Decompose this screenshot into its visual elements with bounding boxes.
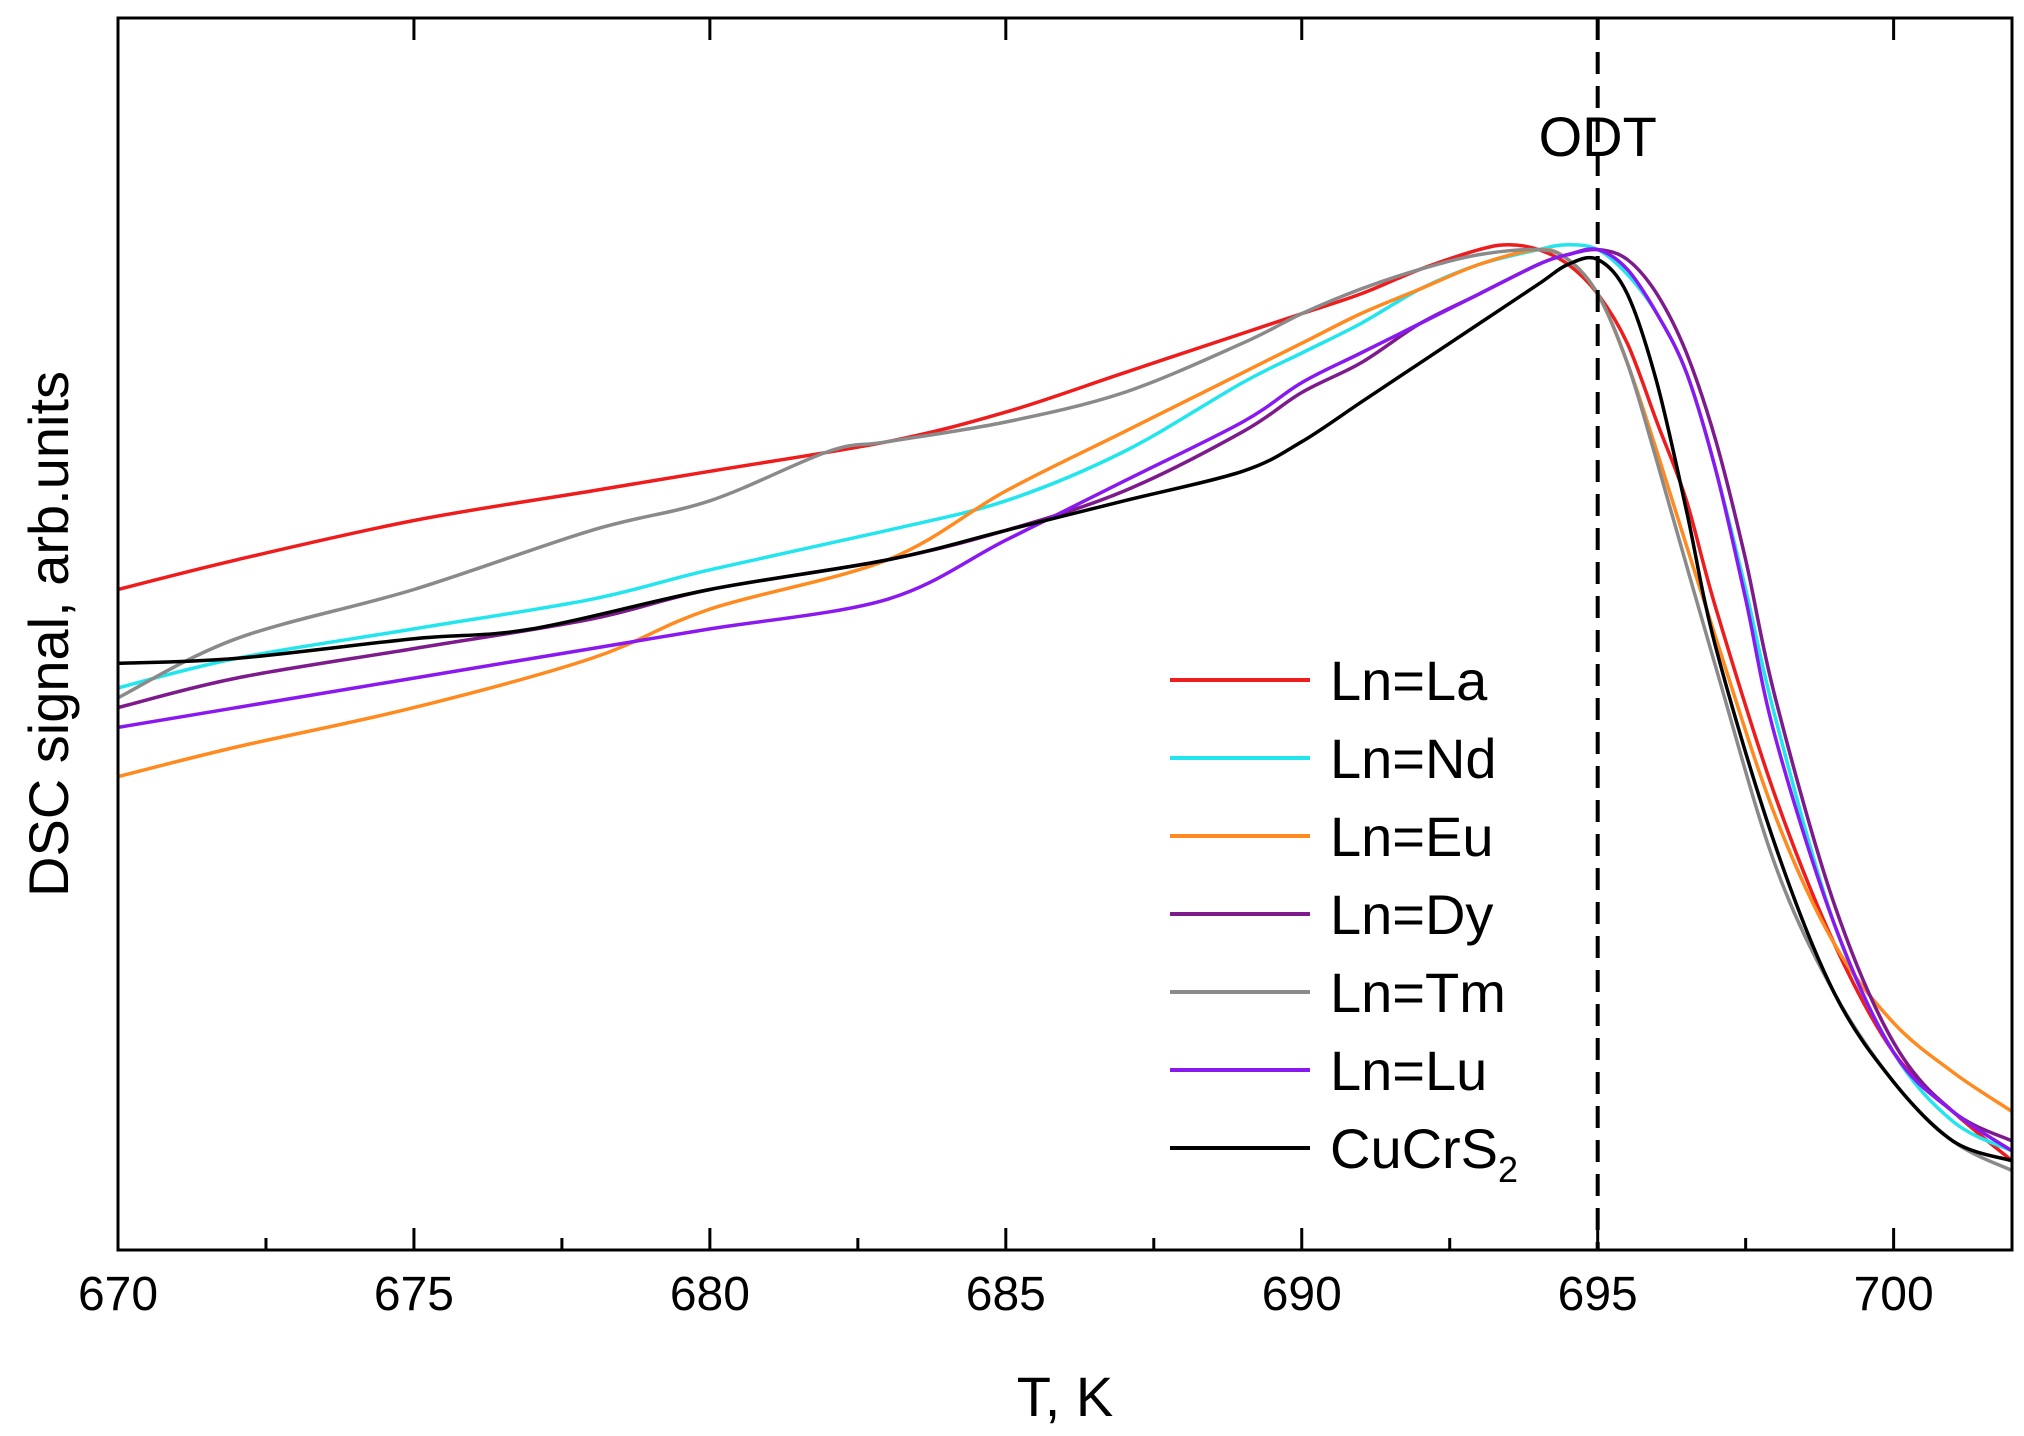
x-tick-label: 680 <box>670 1268 750 1321</box>
x-axis-ticks: 670 675 680 685 690 695 700 <box>78 18 1934 1321</box>
legend-label: Ln=Dy <box>1330 883 1493 946</box>
legend-label: Ln=Tm <box>1330 961 1506 1024</box>
series-line-4 <box>117 247 2013 1173</box>
x-tick-label: 695 <box>1558 1268 1638 1321</box>
legend-label: CuCrS2 <box>1330 1117 1518 1190</box>
series-line-5 <box>117 247 2013 1153</box>
x-tick-label: 700 <box>1854 1268 1934 1321</box>
y-axis-title: DSC signal, arb.units <box>17 371 80 897</box>
series-line-0 <box>117 242 2014 1163</box>
legend-subscript: 2 <box>1498 1149 1518 1190</box>
x-tick-label: 685 <box>966 1268 1046 1321</box>
x-tick-label: 670 <box>78 1268 158 1321</box>
legend-label: Ln=La <box>1330 649 1488 712</box>
x-tick-label: 675 <box>374 1268 454 1321</box>
x-tick-label: 690 <box>1262 1268 1342 1321</box>
legend-label: Ln=Lu <box>1330 1039 1487 1102</box>
series-line-2 <box>117 247 2013 1113</box>
plot-lines <box>117 242 2014 1173</box>
legend-label: Ln=Eu <box>1330 805 1494 868</box>
series-line-6 <box>117 255 2013 1163</box>
odt-label: ODT <box>1539 105 1657 168</box>
legend: Ln=La Ln=Nd Ln=Eu Ln=Dy Ln=Tm Ln=Lu CuCrS2 <box>1170 649 1518 1190</box>
legend-label: Ln=Nd <box>1330 727 1497 790</box>
plot-frame <box>116 16 2014 1252</box>
x-axis-title: T, K <box>1017 1365 1113 1428</box>
